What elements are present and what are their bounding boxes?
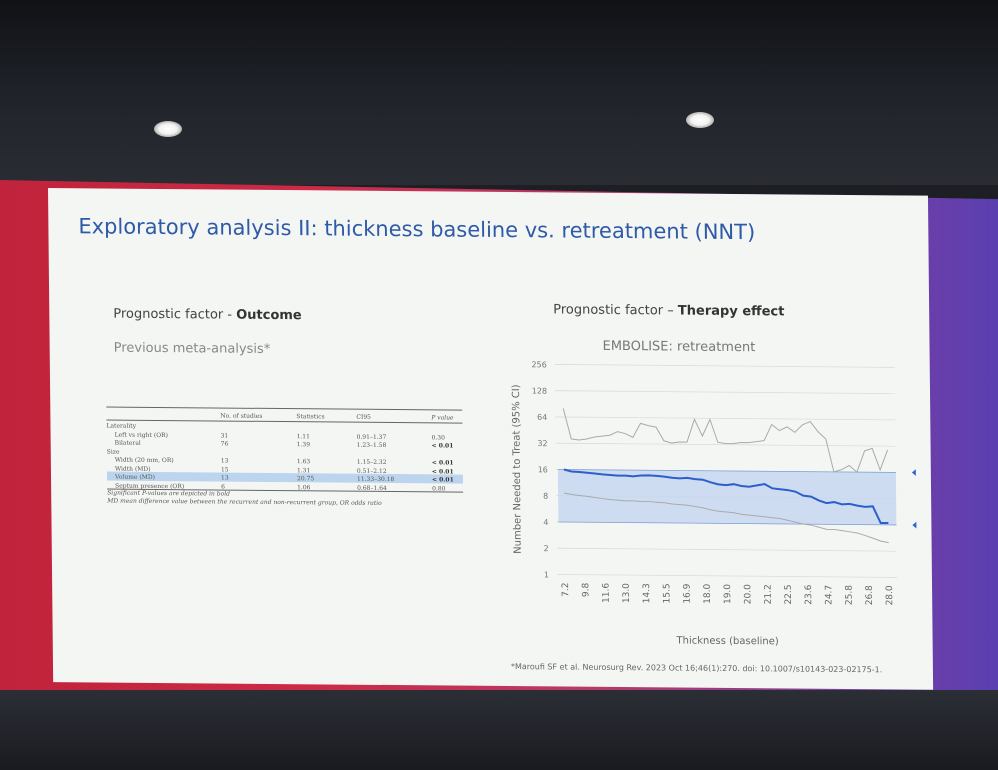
table-body: Laterality Left vs right (OR) 31 1.11 0.91–1… [106, 421, 464, 492]
presentation-slide: Exploratory analysis II: thickness basel… [48, 188, 934, 690]
row-pvalue: 0.80 [432, 484, 446, 492]
header-ci95: CI95 [356, 413, 372, 421]
band-bottom-line [558, 521, 897, 526]
y-tick-label: 16 [538, 465, 548, 474]
ci-band [557, 469, 897, 525]
gridline [555, 416, 896, 421]
room-floor [0, 690, 998, 770]
series-upper-line [562, 408, 889, 473]
gridline [555, 390, 896, 395]
header-statistics: Statistics [296, 413, 325, 421]
x-tick-label: 28.0 [885, 585, 895, 605]
x-tick-label: 25.8 [845, 585, 855, 605]
left-heading: Prognostic factor - Outcome [113, 307, 302, 324]
x-tick-label: 9.8 [581, 582, 591, 597]
x-axis-label: Thickness (baseline) [675, 636, 778, 648]
y-tick-label: 2 [544, 544, 549, 553]
room-ceiling [0, 0, 998, 185]
table-note-2: MD mean difference value between the rec… [107, 498, 463, 509]
row-ci95: 0.68–1.64 [357, 484, 387, 492]
x-tick-label: 26.8 [865, 585, 875, 605]
y-tick-label: 8 [543, 492, 548, 501]
x-tick-label: 22.5 [784, 584, 794, 604]
x-tick-label: 23.6 [804, 584, 814, 604]
gridline [556, 574, 897, 578]
header-studies: No. of studies [220, 412, 263, 420]
row-studies: 6 [221, 483, 225, 491]
y-tick-label: 4 [543, 518, 548, 527]
y-tick-label: 1 [544, 570, 549, 579]
gridline [554, 364, 895, 368]
x-tick-label: 24.7 [824, 585, 834, 605]
row-label: Septum presence (OR) [115, 482, 185, 490]
x-tick-label: 15.5 [662, 583, 672, 603]
ceiling-light-right [686, 112, 714, 128]
meta-analysis-table: No. of studies Statistics CI95 P value L… [106, 406, 464, 509]
left-subheading: Previous meta-analysis* [113, 340, 271, 357]
y-tick-label: 32 [537, 439, 547, 448]
band-top-line [557, 469, 896, 473]
x-tick-label: 18.0 [703, 583, 713, 603]
nnt-line-chart: 1 2 4 8 16 32 64 128 256 7.2 9.8 11.6 13.0 14.3 15.5 16… [511, 360, 918, 648]
x-tick-label: 21.2 [764, 584, 774, 604]
gridline [556, 547, 897, 552]
gridline [555, 442, 896, 447]
x-tick-label: 7.2 [561, 582, 571, 596]
y-tick-label: 64 [537, 413, 547, 422]
citation: *Maroufi SF et al. Neurosurg Rev. 2023 O… [510, 662, 883, 675]
y-tick-label: 256 [531, 360, 546, 369]
left-heading-bold: Outcome [236, 307, 302, 324]
y-tick-label: 128 [532, 386, 547, 395]
x-tick-label: 16.9 [683, 583, 693, 603]
x-tick-label: 11.6 [602, 583, 612, 603]
header-pvalue: P value [431, 414, 454, 422]
row-statistic: 1.06 [297, 483, 311, 491]
series-estimate-line [563, 468, 889, 525]
ceiling-light-left [154, 121, 182, 137]
x-tick-label: 20.0 [743, 584, 753, 604]
x-tick-label: 14.3 [642, 583, 652, 603]
left-heading-prefix: Prognostic factor - [113, 306, 237, 323]
x-tick-label: 19.0 [723, 584, 733, 604]
y-axis-label: Number Needed to Treat (95% CI) [511, 384, 524, 554]
right-heading: Prognostic factor – Therapy effect [553, 302, 784, 319]
slide-title: Exploratory analysis II: thickness basel… [78, 214, 756, 245]
note-text: MD mean difference value between the rec… [107, 497, 382, 507]
series-lower-line [564, 492, 889, 544]
arrow-head [911, 467, 918, 478]
note-text: Significant P-values are depicted in bol… [107, 489, 231, 498]
right-heading-bold: Therapy effect [677, 303, 785, 320]
arrow-head [912, 520, 918, 531]
x-tick-label: 13.0 [622, 583, 632, 603]
right-heading-prefix: Prognostic factor – [553, 302, 678, 319]
